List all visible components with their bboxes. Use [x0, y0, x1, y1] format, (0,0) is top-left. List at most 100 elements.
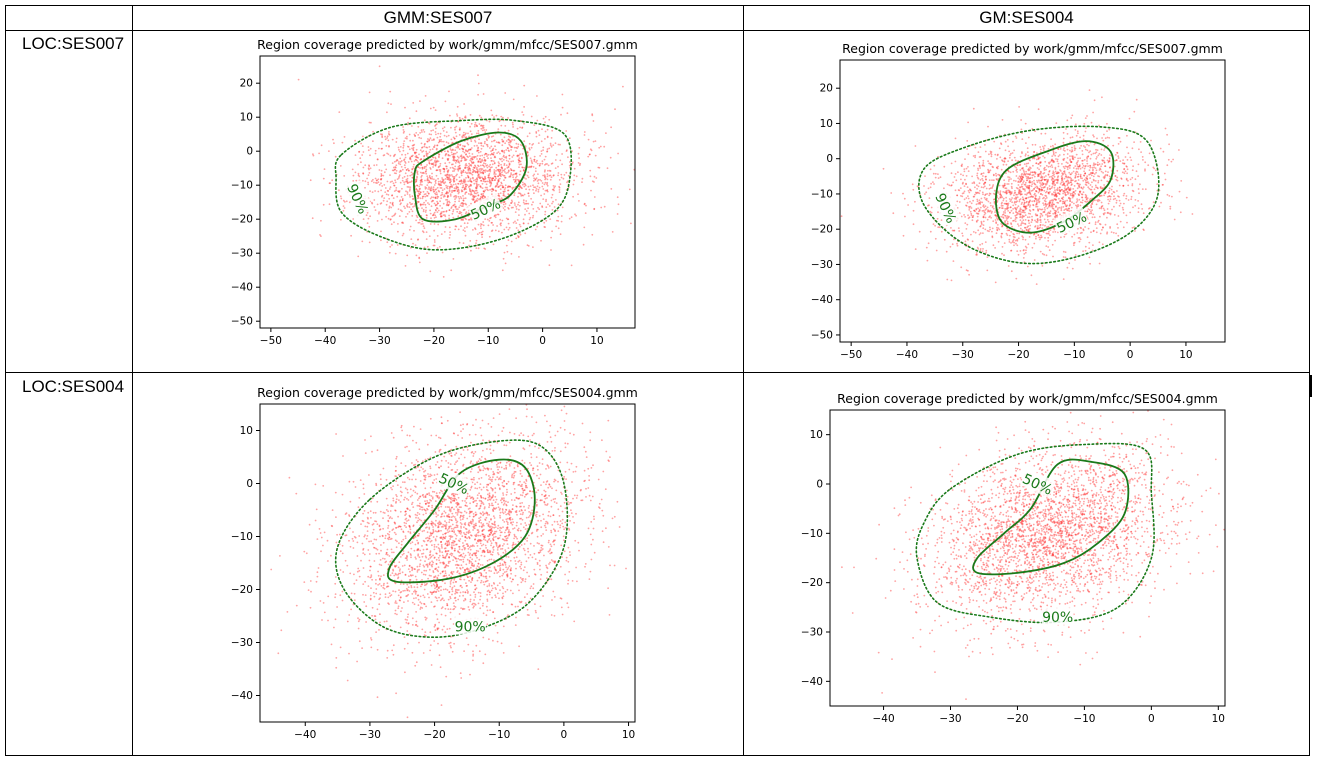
- scatter-point: [514, 211, 517, 214]
- scatter-point: [376, 182, 378, 185]
- scatter-point: [409, 225, 412, 228]
- scatter-point: [408, 194, 411, 196]
- scatter-point: [496, 168, 499, 171]
- scatter-point: [1015, 211, 1017, 213]
- scatter-point: [455, 195, 458, 198]
- scatter-point: [1070, 150, 1073, 153]
- scatter-point: [420, 158, 423, 160]
- scatter-point: [1021, 214, 1024, 217]
- scatter-point: [398, 200, 401, 203]
- scatter-point: [1070, 206, 1073, 209]
- scatter-point: [1024, 226, 1027, 229]
- scatter-point: [981, 177, 984, 180]
- scatter-point: [506, 250, 509, 253]
- scatter-point: [1053, 209, 1056, 212]
- scatter-point: [974, 156, 976, 159]
- scatter-point: [462, 199, 465, 202]
- scatter-point: [1057, 207, 1059, 210]
- scatter-point: [969, 189, 972, 191]
- scatter-point: [585, 204, 587, 207]
- scatter-point: [1092, 168, 1094, 171]
- scatter-point: [434, 182, 437, 185]
- scatter-point: [447, 174, 450, 177]
- scatter-point: [973, 209, 976, 212]
- scatter-point: [490, 157, 492, 159]
- scatter-point: [1055, 195, 1058, 198]
- scatter-point: [1078, 240, 1081, 243]
- scatter-point: [1060, 236, 1062, 239]
- scatter-point: [882, 167, 885, 170]
- scatter-point: [1059, 169, 1061, 171]
- scatter-point: [442, 211, 444, 213]
- scatter-point: [546, 178, 549, 181]
- scatter-point: [943, 165, 946, 168]
- scatter-point: [999, 192, 1002, 194]
- scatter-point: [504, 203, 507, 205]
- scatter-point: [1172, 158, 1174, 161]
- scatter-point: [1060, 197, 1063, 200]
- scatter-point: [503, 209, 506, 211]
- scatter-point: [513, 173, 515, 176]
- scatter-point: [493, 156, 496, 159]
- scatter-point: [500, 150, 503, 152]
- scatter-point: [982, 164, 984, 166]
- scatter-point: [1038, 188, 1041, 191]
- scatter-point: [481, 236, 483, 239]
- scatter-point: [953, 229, 955, 232]
- scatter-point: [1070, 117, 1073, 119]
- scatter-point: [1064, 251, 1067, 254]
- scatter-point: [488, 180, 491, 183]
- scatter-point: [502, 169, 504, 172]
- scatter-point: [1091, 216, 1094, 219]
- scatter-point: [505, 149, 508, 151]
- scatter-point: [1012, 140, 1014, 143]
- scatter-point: [464, 187, 467, 189]
- scatter-point: [448, 189, 451, 192]
- scatter-point: [507, 149, 510, 152]
- scatter-point: [464, 149, 467, 151]
- scatter-point: [440, 181, 442, 184]
- scatter-point: [507, 222, 510, 225]
- scatter-point: [977, 151, 980, 153]
- scatter-point: [984, 216, 987, 219]
- scatter-point: [1054, 212, 1057, 215]
- scatter-point: [505, 244, 508, 247]
- scatter-point: [1035, 198, 1038, 200]
- scatter-point: [1071, 195, 1074, 197]
- scatter-point: [912, 188, 915, 191]
- scatter-point: [431, 148, 434, 150]
- scatter-point: [1024, 222, 1026, 225]
- scatter-point: [1096, 161, 1099, 164]
- scatter-point: [447, 195, 450, 198]
- scatter-point: [983, 185, 986, 188]
- scatter-point: [421, 168, 424, 170]
- scatter-point: [1103, 133, 1105, 136]
- scatter-point: [1014, 239, 1017, 242]
- scatter-point: [427, 138, 429, 140]
- scatter-point: [537, 190, 540, 193]
- scatter-point: [537, 188, 540, 191]
- scatter-point: [462, 148, 464, 150]
- scatter-point: [989, 152, 992, 155]
- scatter-point: [1077, 205, 1080, 208]
- scatter-point: [1102, 159, 1105, 162]
- scatter-point: [450, 149, 453, 152]
- scatter-point: [468, 172, 471, 175]
- scatter-point: [1101, 243, 1104, 246]
- scatter-point: [1070, 184, 1073, 187]
- scatter-point: [412, 198, 414, 201]
- scatter-point: [533, 177, 535, 180]
- scatter-point: [1042, 155, 1044, 157]
- scatter-point: [1051, 172, 1054, 175]
- scatter-point: [427, 188, 430, 190]
- scatter-point: [1057, 155, 1060, 158]
- scatter-point: [421, 146, 424, 149]
- scatter-point: [982, 216, 985, 219]
- scatter-point: [466, 142, 469, 145]
- scatter-point: [1142, 212, 1145, 215]
- scatter-point: [472, 196, 475, 199]
- scatter-point: [470, 184, 472, 186]
- scatter-point: [1040, 132, 1043, 135]
- scatter-point: [1092, 244, 1094, 247]
- scatter-point: [512, 126, 514, 128]
